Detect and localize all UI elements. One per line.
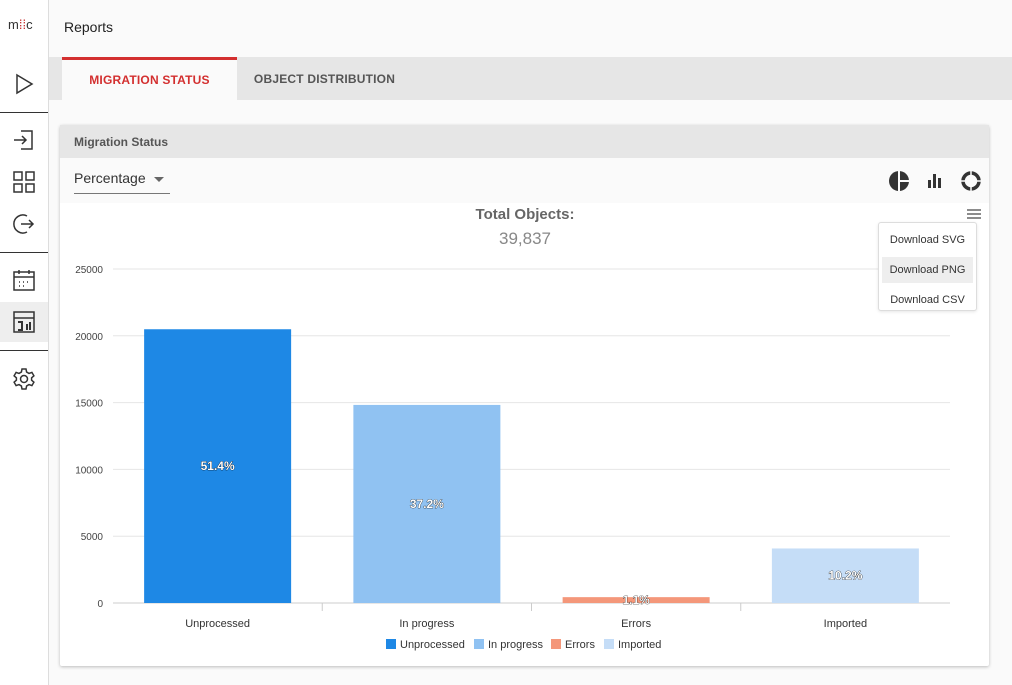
y-tick-label: 15000 [75, 399, 103, 410]
data-label: 10.2% [828, 569, 862, 583]
page-title: Reports [64, 19, 114, 35]
chart-subtitle: 39,837 [499, 229, 551, 248]
card-title: Migration Status [60, 125, 989, 158]
bar-chart: Total Objects: 39,837 0 5000 10000 15000 200… [75, 206, 981, 651]
y-tick-label: 0 [97, 599, 103, 610]
logout-icon[interactable] [0, 204, 48, 244]
select-value: Percentage [74, 170, 146, 186]
bar-errors [562, 597, 710, 603]
tab-bar: MIGRATION STATUS OBJECT DISTRIBUTION [49, 57, 1012, 100]
calendar-icon[interactable] [0, 260, 48, 300]
login-icon[interactable] [0, 120, 48, 160]
tab-object-distribution[interactable]: OBJECT DISTRIBUTION [253, 71, 396, 86]
page-header: Reports [49, 0, 1012, 57]
logo: m⁞⁞c [8, 17, 33, 32]
donut-chart-icon[interactable] [960, 170, 982, 192]
bar-chart-icon[interactable] [924, 170, 946, 192]
x-tick-label: Unprocessed [185, 618, 250, 630]
card-toolbar: Percentage [60, 158, 989, 203]
display-mode-select[interactable]: Percentage [74, 170, 170, 194]
chart-title: Total Objects: [476, 206, 575, 223]
legend-item: Unprocessed [400, 639, 465, 651]
download-png[interactable]: Download PNG [882, 257, 973, 283]
legend-item: Errors [565, 639, 595, 651]
y-tick-label: 25000 [75, 265, 103, 276]
sidebar: m⁞⁞c [0, 0, 49, 685]
hamburger-menu-icon[interactable] [967, 209, 981, 219]
chevron-down-icon [154, 177, 164, 182]
bar-in-progress [353, 404, 501, 603]
bar-unprocessed [144, 329, 292, 603]
y-tick-label: 5000 [81, 532, 104, 543]
data-label: 51.4% [201, 459, 235, 473]
divider [0, 252, 48, 253]
bar-imported [771, 548, 919, 603]
divider [0, 112, 48, 113]
legend-item: In progress [488, 639, 544, 651]
divider [0, 350, 48, 351]
x-tick-label: In progress [399, 618, 455, 630]
download-csv[interactable]: Download CSV [890, 294, 965, 306]
gear-icon[interactable] [0, 359, 48, 399]
export-menu: Download SVG Download PNG Download CSV [878, 222, 977, 311]
legend-swatch [551, 639, 561, 649]
y-tick-label: 10000 [75, 465, 103, 476]
legend-swatch [474, 639, 484, 649]
data-label: 1.1% [622, 593, 650, 607]
legend-item: Imported [618, 639, 661, 651]
play-icon[interactable] [0, 64, 48, 104]
tab-migration-status[interactable]: MIGRATION STATUS [62, 57, 237, 100]
x-tick-label: Imported [824, 618, 867, 630]
grid-icon[interactable] [0, 162, 48, 202]
data-label: 37.2% [410, 497, 444, 511]
download-svg[interactable]: Download SVG [889, 234, 966, 246]
report-icon[interactable] [0, 302, 48, 342]
y-tick-label: 20000 [75, 332, 103, 343]
legend-swatch [386, 639, 396, 649]
legend-swatch [604, 639, 614, 649]
x-tick-label: Errors [621, 618, 651, 630]
pie-chart-icon[interactable] [888, 170, 910, 192]
